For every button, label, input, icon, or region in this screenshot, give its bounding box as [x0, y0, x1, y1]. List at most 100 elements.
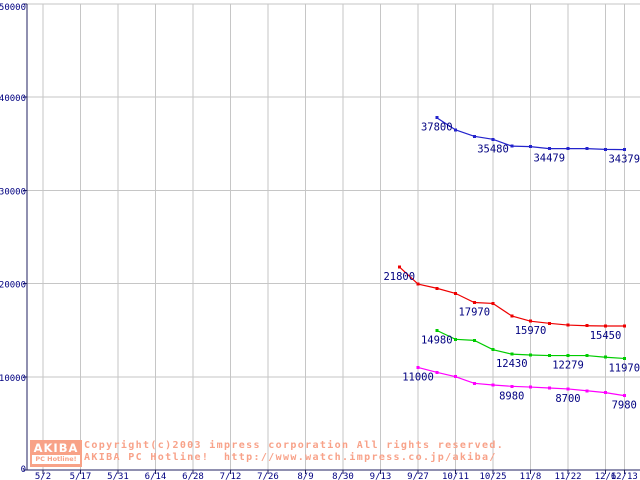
data-point-marker [510, 314, 514, 318]
akiba-logo-subtitle: PC Hotline! [32, 455, 80, 464]
akiba-logo: AKIBA PC Hotline! [30, 440, 82, 467]
x-tick-label: 11/8 [520, 472, 542, 480]
y-tick-label: 50000 [0, 3, 26, 13]
price-label: 14980 [421, 334, 453, 346]
data-point-marker [472, 381, 476, 385]
data-point-marker [510, 144, 514, 148]
data-point-marker [585, 324, 589, 328]
data-point-marker [547, 321, 551, 325]
price-label: 35480 [477, 143, 509, 155]
x-tick-label: 7/26 [257, 472, 279, 480]
price-label: 11000 [402, 371, 434, 383]
price-label: 8700 [555, 393, 580, 405]
akiba-logo-title: AKIBA [33, 441, 79, 455]
x-tick-label: 8/9 [297, 472, 313, 480]
y-tick-label: 30000 [0, 187, 26, 197]
x-tick-label: 6/28 [182, 472, 204, 480]
series-price-series-magenta: 11000 8980 8700 7980 [402, 365, 637, 412]
data-point-marker [566, 354, 570, 358]
data-point-marker [491, 348, 495, 352]
data-point-marker [585, 147, 589, 151]
data-point-marker [454, 128, 457, 132]
data-point-marker [622, 324, 626, 328]
data-point-marker [454, 337, 457, 341]
price-label: 34479 [533, 153, 565, 165]
data-point-marker [604, 355, 607, 359]
y-tick-label: 0 [21, 465, 26, 475]
data-point-marker [472, 301, 476, 305]
data-point-marker [566, 387, 570, 391]
data-point-marker [604, 324, 607, 328]
data-point-marker [529, 353, 532, 357]
data-point-marker [604, 391, 607, 395]
price-label: 12279 [552, 360, 584, 372]
series-price-series-blue: 37800 35480 34479 34379 [421, 116, 640, 166]
data-point-marker [547, 147, 551, 151]
y-tick-label: 10000 [0, 374, 26, 384]
x-tick-label: 6/14 [145, 472, 167, 480]
data-point-marker [454, 291, 457, 295]
data-point-marker [435, 116, 439, 120]
x-tick-label: 10/11 [442, 472, 469, 480]
copyright-line2: AKIBA PC Hotline! http://www.watch.impre… [84, 452, 497, 463]
axis-layer [23, 3, 640, 474]
data-point-marker [547, 354, 551, 358]
y-tick-label: 20000 [0, 281, 26, 291]
price-label: 12430 [496, 358, 528, 370]
data-point-marker [585, 389, 589, 393]
data-point-marker [472, 134, 476, 138]
series-price-series-red: 21800 17970 15970 15450 [383, 265, 626, 342]
data-point-marker [416, 282, 420, 286]
data-point-marker [510, 384, 514, 388]
data-point-marker [529, 319, 532, 323]
price-label: 37800 [421, 122, 453, 134]
data-point-marker [472, 338, 476, 342]
price-label: 17970 [458, 307, 490, 319]
data-point-marker [566, 323, 570, 327]
x-tick-label: 5/2 [35, 472, 51, 480]
data-point-marker [622, 356, 626, 360]
x-tick-label: 5/17 [70, 472, 92, 480]
x-tick-label: 11/22 [554, 472, 581, 480]
x-tick-label: 8/30 [332, 472, 354, 480]
series-price-series-green: 14980 12430 12279 11970 [421, 328, 640, 374]
data-point-marker [529, 145, 532, 149]
x-tick-label: 10/25 [479, 472, 506, 480]
data-point-marker [510, 352, 514, 356]
price-label: 34379 [608, 154, 640, 166]
data-point-marker [547, 386, 551, 390]
data-point-marker [397, 265, 401, 269]
x-tick-label: 12/6 [595, 472, 617, 480]
series-line [417, 366, 625, 397]
x-tick-label: 5/31 [107, 472, 129, 480]
x-tick-label: 9/13 [370, 472, 392, 480]
price-label: 15450 [590, 330, 622, 342]
copyright-line1: Copyright(c)2003 impress corporation All… [84, 440, 505, 451]
data-point-marker [585, 354, 589, 358]
axis-labels: 0 10000 20000 30000 40000 50000 5/2 5/17 5/31 6/1… [0, 3, 638, 480]
x-tick-label: 7/12 [220, 472, 242, 480]
y-tick-label: 40000 [0, 94, 26, 104]
data-point-marker [435, 370, 439, 374]
price-label: 11970 [608, 362, 640, 374]
data-point-marker [566, 147, 570, 151]
data-point-marker [622, 394, 626, 398]
data-point-marker [435, 328, 439, 332]
price-label: 8980 [499, 390, 524, 402]
x-tick-label: 9/27 [407, 472, 429, 480]
data-point-marker [491, 383, 495, 387]
data-point-marker [435, 286, 439, 290]
data-point-marker [491, 137, 495, 141]
grid-layer [27, 3, 640, 470]
data-point-marker [416, 365, 420, 369]
price-label: 7980 [612, 400, 637, 412]
data-point-marker [622, 148, 626, 152]
data-point-marker [604, 147, 607, 151]
price-label: 21800 [383, 271, 415, 283]
price-label: 15970 [515, 325, 547, 337]
data-point-marker [491, 301, 495, 305]
data-point-marker [454, 375, 457, 379]
data-point-marker [529, 385, 532, 389]
